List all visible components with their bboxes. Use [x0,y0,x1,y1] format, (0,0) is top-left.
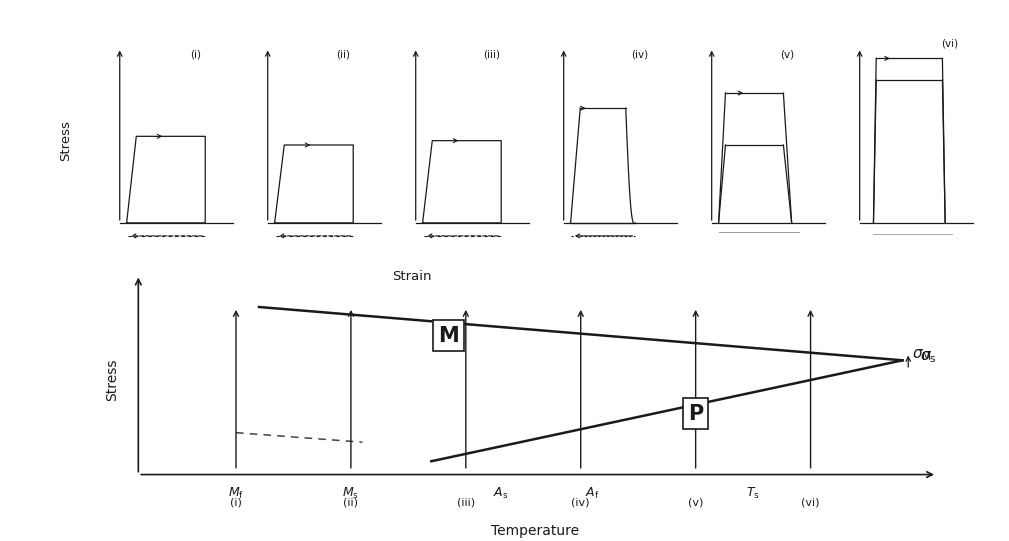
Text: (ii): (ii) [337,50,350,60]
Text: $M_\mathrm{s}$: $M_\mathrm{s}$ [342,486,359,501]
Text: $M_\mathrm{f}$: $M_\mathrm{f}$ [228,486,244,501]
Text: (iv): (iv) [571,497,590,507]
Text: Temperature: Temperature [490,524,579,538]
Text: (ii): (ii) [343,497,358,507]
Text: (iii): (iii) [483,50,500,60]
Text: $A_\mathrm{s}$: $A_\mathrm{s}$ [492,486,508,501]
Text: $\sigma_\mathrm{M}$: $\sigma_\mathrm{M}$ [912,347,931,363]
Text: (i): (i) [190,50,201,60]
Text: (vi): (vi) [940,39,958,49]
Text: P: P [688,404,703,424]
Text: (vi): (vi) [801,497,820,507]
Text: (i): (i) [230,497,242,507]
Text: $A_\mathrm{f}$: $A_\mathrm{f}$ [585,486,599,501]
Text: $T_\mathrm{s}$: $T_\mathrm{s}$ [747,486,760,501]
Text: (v): (v) [688,497,703,507]
Text: $\sigma_\mathrm{s}$: $\sigma_\mathrm{s}$ [920,349,936,365]
Text: (v): (v) [781,50,794,60]
Text: (iii): (iii) [457,497,475,507]
Text: Strain: Strain [391,270,432,283]
Text: Stress: Stress [105,358,119,400]
Text: (iv): (iv) [631,50,648,60]
Text: Stress: Stress [60,120,72,161]
Text: M: M [438,326,459,346]
